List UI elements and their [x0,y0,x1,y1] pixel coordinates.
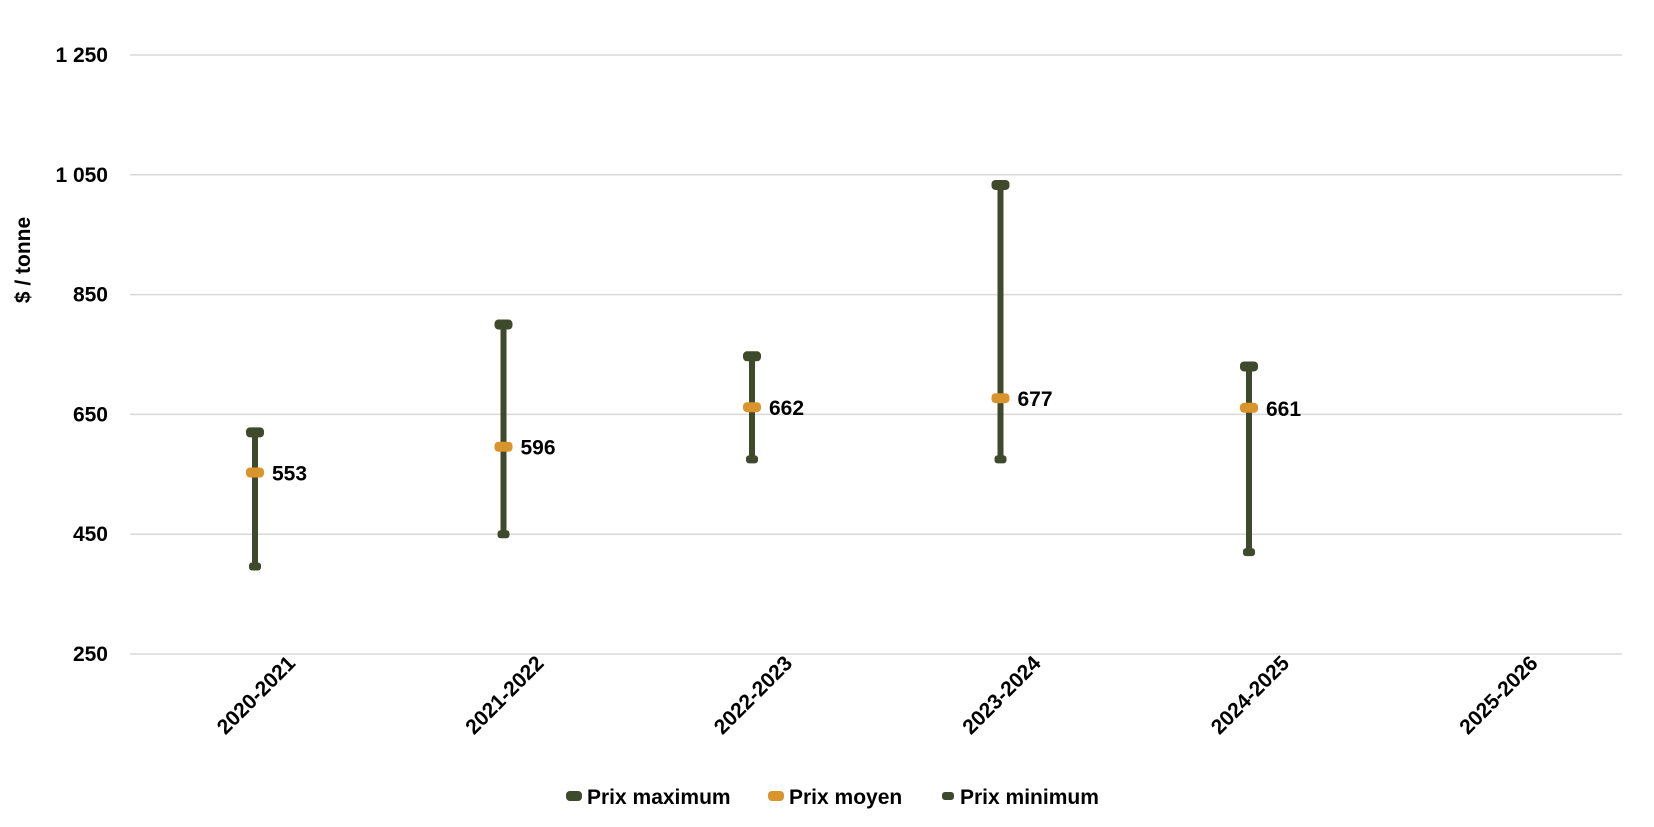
data-label: 677 [1018,388,1053,411]
max-marker [494,319,513,330]
y-tick-label: 1 250 [55,44,108,67]
y-axis-label: $ / tonne [12,217,35,303]
data-label: 596 [521,437,556,460]
min-marker [1243,548,1255,557]
legend: Prix maximum Prix moyen Prix minimum [566,786,1099,809]
x-tick-label: 2020-2021 [213,652,301,740]
max-marker [991,179,1010,190]
avg-marker [246,467,264,478]
min-marker [249,562,261,571]
y-tick-label: 1 050 [55,164,108,187]
markers [246,179,1258,571]
gridlines [130,54,1622,655]
y-tick-label: 250 [73,643,108,666]
y-tick-label: 850 [73,284,108,307]
legend-label-prix-maximum: Prix maximum [587,786,731,809]
max-marker [1240,361,1258,372]
max-marker [246,427,264,438]
legend-label-prix-minimum: Prix minimum [960,786,1099,809]
data-label: 662 [769,397,804,420]
min-marker [497,530,510,539]
avg-marker [991,393,1010,404]
x-tick-labels: 2020-2021 2021-2022 2022-2023 2023-2024 2024… [213,652,1543,740]
data-label: 661 [1266,398,1301,421]
x-tick-label: 2025-2026 [1455,652,1542,739]
avg-marker [494,441,513,452]
avg-marker [743,402,761,413]
legend-swatch-prix-minimum [942,792,954,800]
x-tick-label: 2023-2024 [958,652,1046,740]
min-marker [994,455,1007,464]
x-tick-label: 2021-2022 [461,652,548,739]
x-tick-label: 2024-2025 [1207,652,1295,740]
y-tick-label: 650 [73,403,108,426]
max-marker [743,351,761,362]
avg-marker [1240,402,1258,413]
data-label: 553 [272,463,307,486]
x-tick-label: 2022-2023 [710,652,797,739]
data-labels: 553 596 662 677 661 [272,388,1301,485]
legend-swatch-prix-moyen [768,791,784,801]
legend-label-prix-moyen: Prix moyen [789,786,902,809]
min-marker [746,455,758,464]
range-lines [252,184,1252,567]
y-tick-label: 450 [73,523,108,546]
legend-swatch-prix-maximum [566,791,582,801]
y-tick-labels: 250 450 650 850 1 050 1 250 [55,44,108,666]
